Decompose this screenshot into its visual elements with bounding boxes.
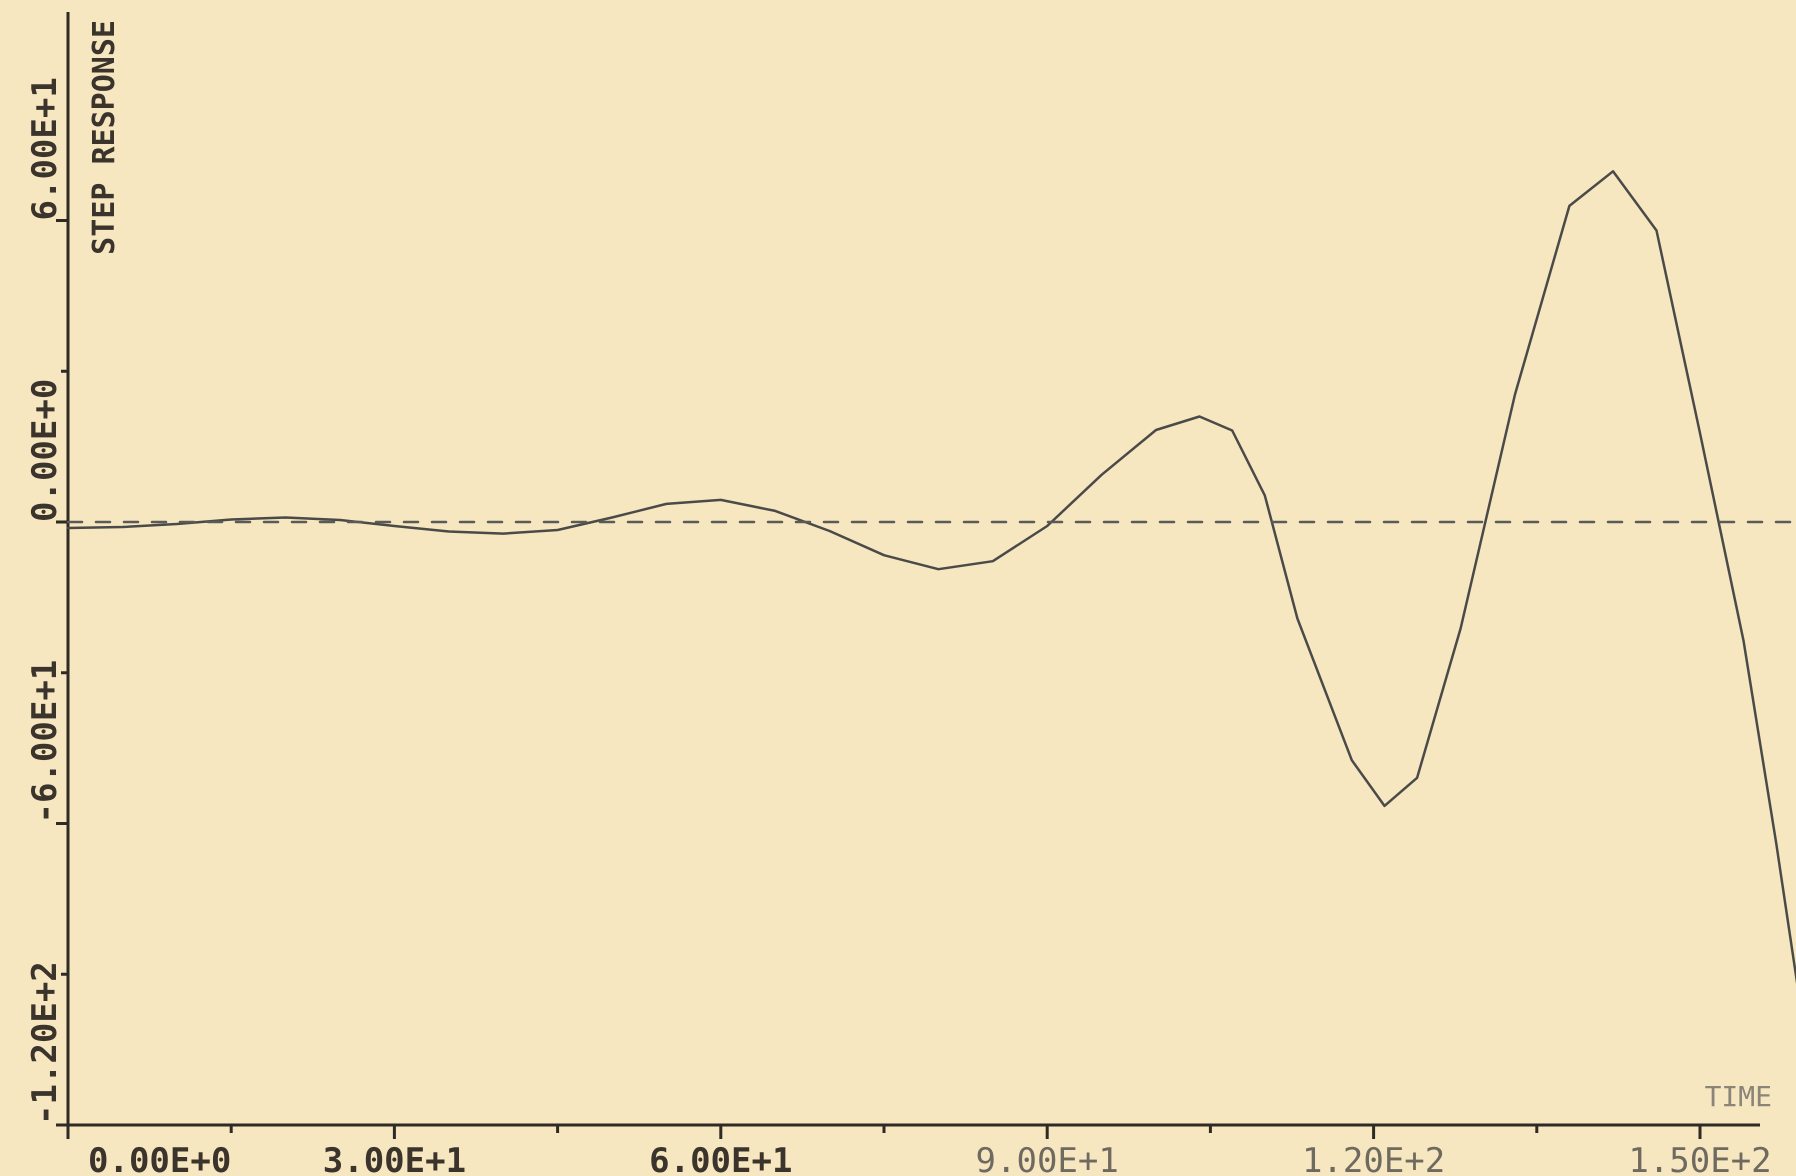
x-tick-label: 9.00E+1 xyxy=(976,1141,1119,1176)
y-axis-label: STEP RESPONSE xyxy=(87,20,122,255)
y-tick-label: -6.00E+1 xyxy=(25,660,65,824)
step-response-series xyxy=(66,170,1796,985)
axes xyxy=(66,12,1760,1127)
axis-ticks: 0.00E+0 3.00E+1 6.00E+1 9.00E+1 1.20E+2 1.50E… xyxy=(25,77,1772,1176)
x-tick-label: 6.00E+1 xyxy=(649,1141,792,1176)
y-tick-label: -1.20E+2 xyxy=(25,961,65,1125)
series-layer xyxy=(66,170,1796,985)
x-tick-label: 0.00E+0 xyxy=(88,1141,231,1176)
x-tick-label: 1.50E+2 xyxy=(1628,1141,1771,1176)
x-tick-label: 3.00E+1 xyxy=(323,1141,466,1176)
x-tick-label: 1.20E+2 xyxy=(1302,1141,1445,1176)
x-axis-label: TIME xyxy=(1705,1080,1772,1113)
y-tick-label: 6.00E+1 xyxy=(25,77,65,220)
y-tick-label: 0.00E+0 xyxy=(25,379,65,522)
axis-labels: STEP RESPONSE TIME xyxy=(87,20,1772,1113)
